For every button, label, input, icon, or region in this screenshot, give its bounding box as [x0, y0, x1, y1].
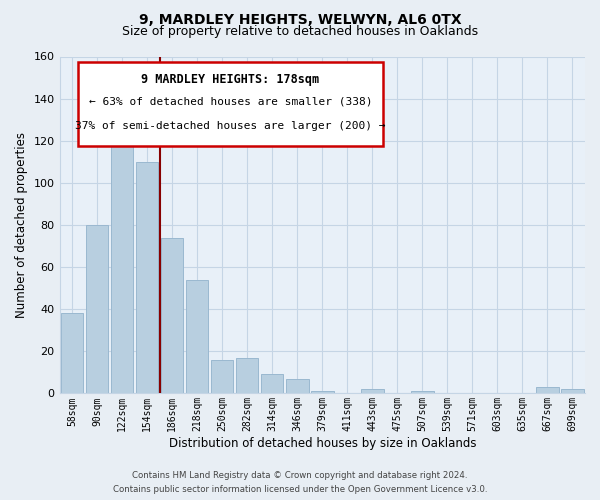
Bar: [561, 389, 584, 394]
Bar: [261, 374, 283, 394]
Bar: [186, 280, 208, 394]
Bar: [236, 358, 259, 394]
FancyBboxPatch shape: [78, 62, 383, 146]
Bar: [311, 392, 334, 394]
Bar: [411, 392, 434, 394]
Bar: [536, 387, 559, 394]
Text: Size of property relative to detached houses in Oaklands: Size of property relative to detached ho…: [122, 25, 478, 38]
Bar: [111, 111, 133, 394]
Y-axis label: Number of detached properties: Number of detached properties: [15, 132, 28, 318]
Bar: [86, 225, 109, 394]
Bar: [286, 378, 308, 394]
Text: 9, MARDLEY HEIGHTS, WELWYN, AL6 0TX: 9, MARDLEY HEIGHTS, WELWYN, AL6 0TX: [139, 12, 461, 26]
Text: Contains HM Land Registry data © Crown copyright and database right 2024.
Contai: Contains HM Land Registry data © Crown c…: [113, 472, 487, 494]
Text: 37% of semi-detached houses are larger (200) →: 37% of semi-detached houses are larger (…: [75, 120, 386, 130]
Bar: [211, 360, 233, 394]
Text: 9 MARDLEY HEIGHTS: 178sqm: 9 MARDLEY HEIGHTS: 178sqm: [141, 74, 319, 86]
Bar: [361, 389, 383, 394]
Bar: [161, 238, 184, 394]
Bar: [61, 314, 83, 394]
X-axis label: Distribution of detached houses by size in Oaklands: Distribution of detached houses by size …: [169, 437, 476, 450]
Bar: [136, 162, 158, 394]
Text: ← 63% of detached houses are smaller (338): ← 63% of detached houses are smaller (33…: [89, 97, 372, 107]
